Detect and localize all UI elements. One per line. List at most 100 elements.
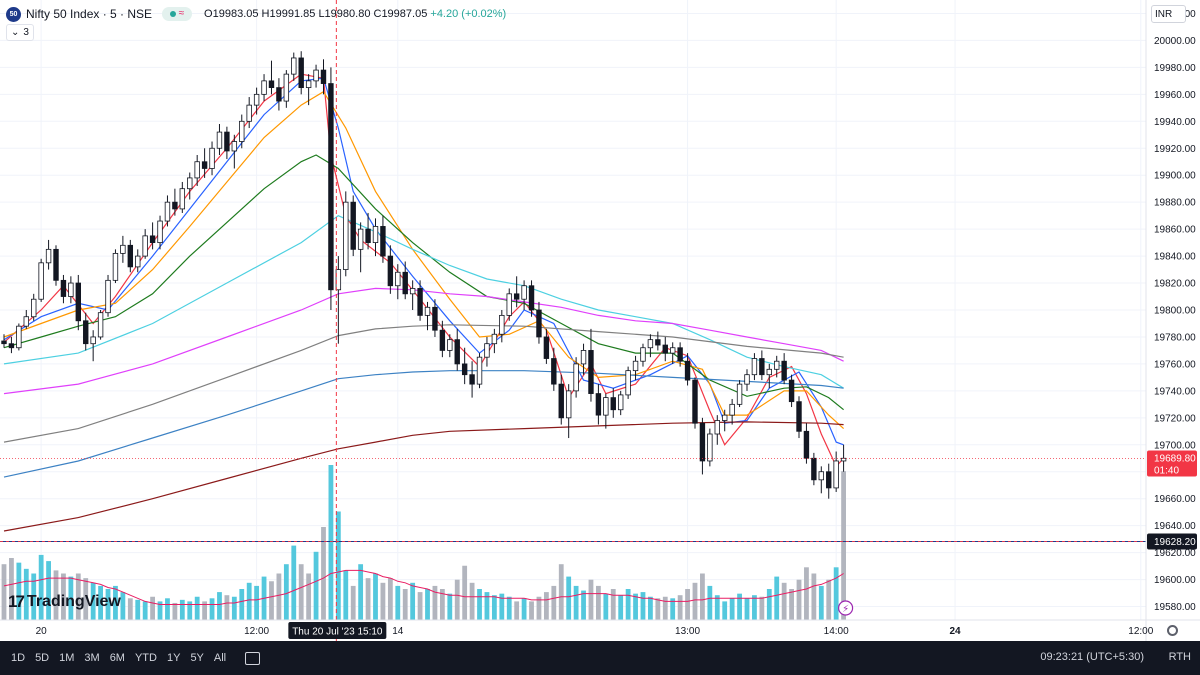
- session-toggle[interactable]: RTH: [1168, 651, 1191, 663]
- symbol-title[interactable]: Nifty 50 Index · 5 · NSE: [26, 7, 153, 21]
- candle-body: [558, 383, 564, 419]
- currency-button[interactable]: INR: [1151, 5, 1186, 23]
- volume-bar: [209, 598, 215, 620]
- bottom-toolbar: 1D 5D 1M 3M 6M YTD 1Y 5Y All 09:23:21 (UTC+5:30)…: [0, 641, 1200, 675]
- candle-body: [357, 228, 364, 250]
- candle-body: [506, 293, 512, 316]
- volume-bar: [677, 595, 683, 620]
- candle-body: [699, 422, 706, 462]
- volume-bar: [536, 596, 542, 620]
- candle-body: [662, 344, 668, 354]
- high-value: H19991.85: [261, 8, 316, 20]
- volume-bar: [165, 598, 170, 620]
- clock-timezone[interactable]: 09:23:21 (UTC+5:30): [1040, 651, 1144, 663]
- range-button-1d[interactable]: 1D: [11, 652, 26, 664]
- candle-body: [97, 312, 104, 338]
- candle-body: [194, 161, 200, 179]
- indicators-collapse-button[interactable]: ⌄ 3: [6, 24, 34, 41]
- range-button-1m[interactable]: 1M: [59, 652, 75, 664]
- candle-body: [135, 255, 141, 268]
- volume-bar: [826, 579, 832, 620]
- candle-body: [640, 347, 646, 362]
- calendar-icon[interactable]: [245, 651, 261, 665]
- indicator-count: 3: [23, 27, 29, 38]
- volume-bar: [781, 582, 787, 620]
- volume-bar: [447, 593, 453, 620]
- candle-body: [610, 397, 616, 411]
- volume-bar: [246, 582, 252, 620]
- candle-body: [268, 80, 275, 89]
- candle-body: [209, 147, 215, 169]
- range-button-3m[interactable]: 3M: [84, 652, 100, 664]
- range-button-6m[interactable]: 6M: [109, 652, 125, 664]
- candle-body: [179, 188, 186, 210]
- candle-body: [617, 394, 624, 411]
- alert-lightning-icon[interactable]: [837, 600, 854, 616]
- price-axis-label: 20000.00: [1154, 36, 1196, 47]
- volume-bar: [298, 564, 304, 620]
- volume-bar: [358, 564, 364, 620]
- volume-bar: [350, 585, 356, 620]
- candle-body: [16, 325, 22, 349]
- candle-body: [818, 471, 824, 481]
- range-button-all[interactable]: All: [213, 652, 227, 664]
- volume-bar: [454, 579, 460, 620]
- candle-body: [239, 120, 245, 142]
- volume-bar: [46, 561, 51, 620]
- volume-bar: [491, 595, 497, 620]
- horizontal-line-value: 19628.20: [1154, 537, 1196, 548]
- price-axis-label: 19900.00: [1154, 171, 1196, 182]
- candle-body: [253, 93, 260, 106]
- volume-bar: [759, 596, 765, 620]
- tradingview-watermark: 17 TradingView: [8, 592, 121, 612]
- volume-bar: [194, 596, 200, 620]
- range-button-1y[interactable]: 1Y: [166, 652, 181, 664]
- change-value: +4.20 (+0.02%): [430, 8, 507, 20]
- price-axis-label: 19720.00: [1154, 413, 1196, 424]
- volume-bar: [365, 578, 371, 620]
- candle-body: [647, 339, 654, 349]
- volume-bar: [581, 590, 586, 620]
- price-axis-label: 19660.00: [1154, 494, 1196, 505]
- candle-body: [409, 288, 416, 295]
- volume-bar: [692, 582, 698, 620]
- candle-body: [736, 383, 743, 405]
- candle-body: [447, 339, 453, 351]
- range-button-ytd[interactable]: YTD: [134, 652, 157, 664]
- candle-body: [484, 343, 490, 358]
- candle-body: [305, 80, 312, 89]
- volume-bar: [521, 598, 527, 620]
- volume-bar: [254, 585, 260, 620]
- moving-average-line: [3, 421, 844, 532]
- candle-body: [833, 460, 839, 489]
- market-status-pill[interactable]: ≈: [162, 7, 193, 21]
- volume-bar: [551, 585, 557, 620]
- volume-bar: [335, 511, 341, 620]
- candle-body: [803, 430, 810, 459]
- candle-body: [261, 80, 267, 95]
- volume-bar: [172, 602, 178, 620]
- volume-bar: [625, 589, 631, 620]
- range-button-5d[interactable]: 5D: [35, 652, 50, 664]
- volume-bar: [796, 579, 802, 620]
- volume-bar: [105, 589, 111, 620]
- price-axis-label: 19760.00: [1154, 359, 1196, 370]
- volume-bar: [425, 589, 430, 620]
- volume-bar: [283, 564, 289, 620]
- candle-body: [454, 339, 460, 365]
- candle-body: [157, 220, 163, 244]
- candle-body: [276, 87, 282, 102]
- range-button-5y[interactable]: 5Y: [190, 652, 204, 664]
- lightning-glyph: ⚡: [842, 604, 849, 615]
- price-axis-label: 19620.00: [1154, 548, 1196, 559]
- price-axis-label: 19880.00: [1154, 198, 1196, 209]
- volume-bar: [737, 593, 742, 620]
- volume-bar: [231, 596, 237, 620]
- price-axis-label: 19700.00: [1154, 440, 1196, 451]
- candle-body: [1, 340, 7, 345]
- watermark-text: TradingView: [26, 593, 121, 610]
- current-price-tag: [1147, 450, 1197, 477]
- chart-settings-gear-icon[interactable]: [1167, 625, 1178, 636]
- volume-bar: [640, 592, 646, 620]
